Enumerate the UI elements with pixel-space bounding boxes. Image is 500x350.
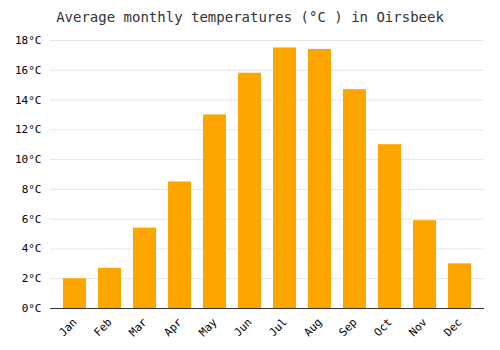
svg-text:2°C: 2°C	[22, 272, 42, 285]
svg-text:Nov: Nov	[406, 315, 430, 339]
svg-text:Mar: Mar	[126, 315, 150, 339]
svg-text:Dec: Dec	[441, 316, 464, 339]
svg-text:4°C: 4°C	[22, 242, 42, 255]
html-text:Average monthly temperatures (: Average monthly temperatures (°C ) in Oi…	[56, 9, 444, 25]
svg-text:Feb: Feb	[91, 316, 114, 339]
svg-text:Apr: Apr	[161, 315, 185, 339]
svg-text:Oct: Oct	[371, 316, 394, 339]
svg-text:May: May	[196, 315, 220, 339]
svg-text:0°C: 0°C	[22, 302, 42, 315]
svg-text:18°C: 18°C	[15, 34, 42, 47]
svg-text:10°C: 10°C	[15, 153, 42, 166]
svg-text:Jul: Jul	[266, 316, 289, 339]
svg-text:Aug: Aug	[301, 316, 324, 339]
svg-text:8°C: 8°C	[22, 183, 42, 196]
svg-text:16°C: 16°C	[15, 64, 42, 77]
svg-text:14°C: 14°C	[15, 94, 42, 107]
svg-text:12°C: 12°C	[15, 123, 42, 136]
svg-text:Sep: Sep	[336, 316, 359, 339]
svg-text:Jan: Jan	[56, 316, 79, 339]
svg-text:6°C: 6°C	[22, 213, 42, 226]
svg-text:Jun: Jun	[231, 316, 254, 339]
